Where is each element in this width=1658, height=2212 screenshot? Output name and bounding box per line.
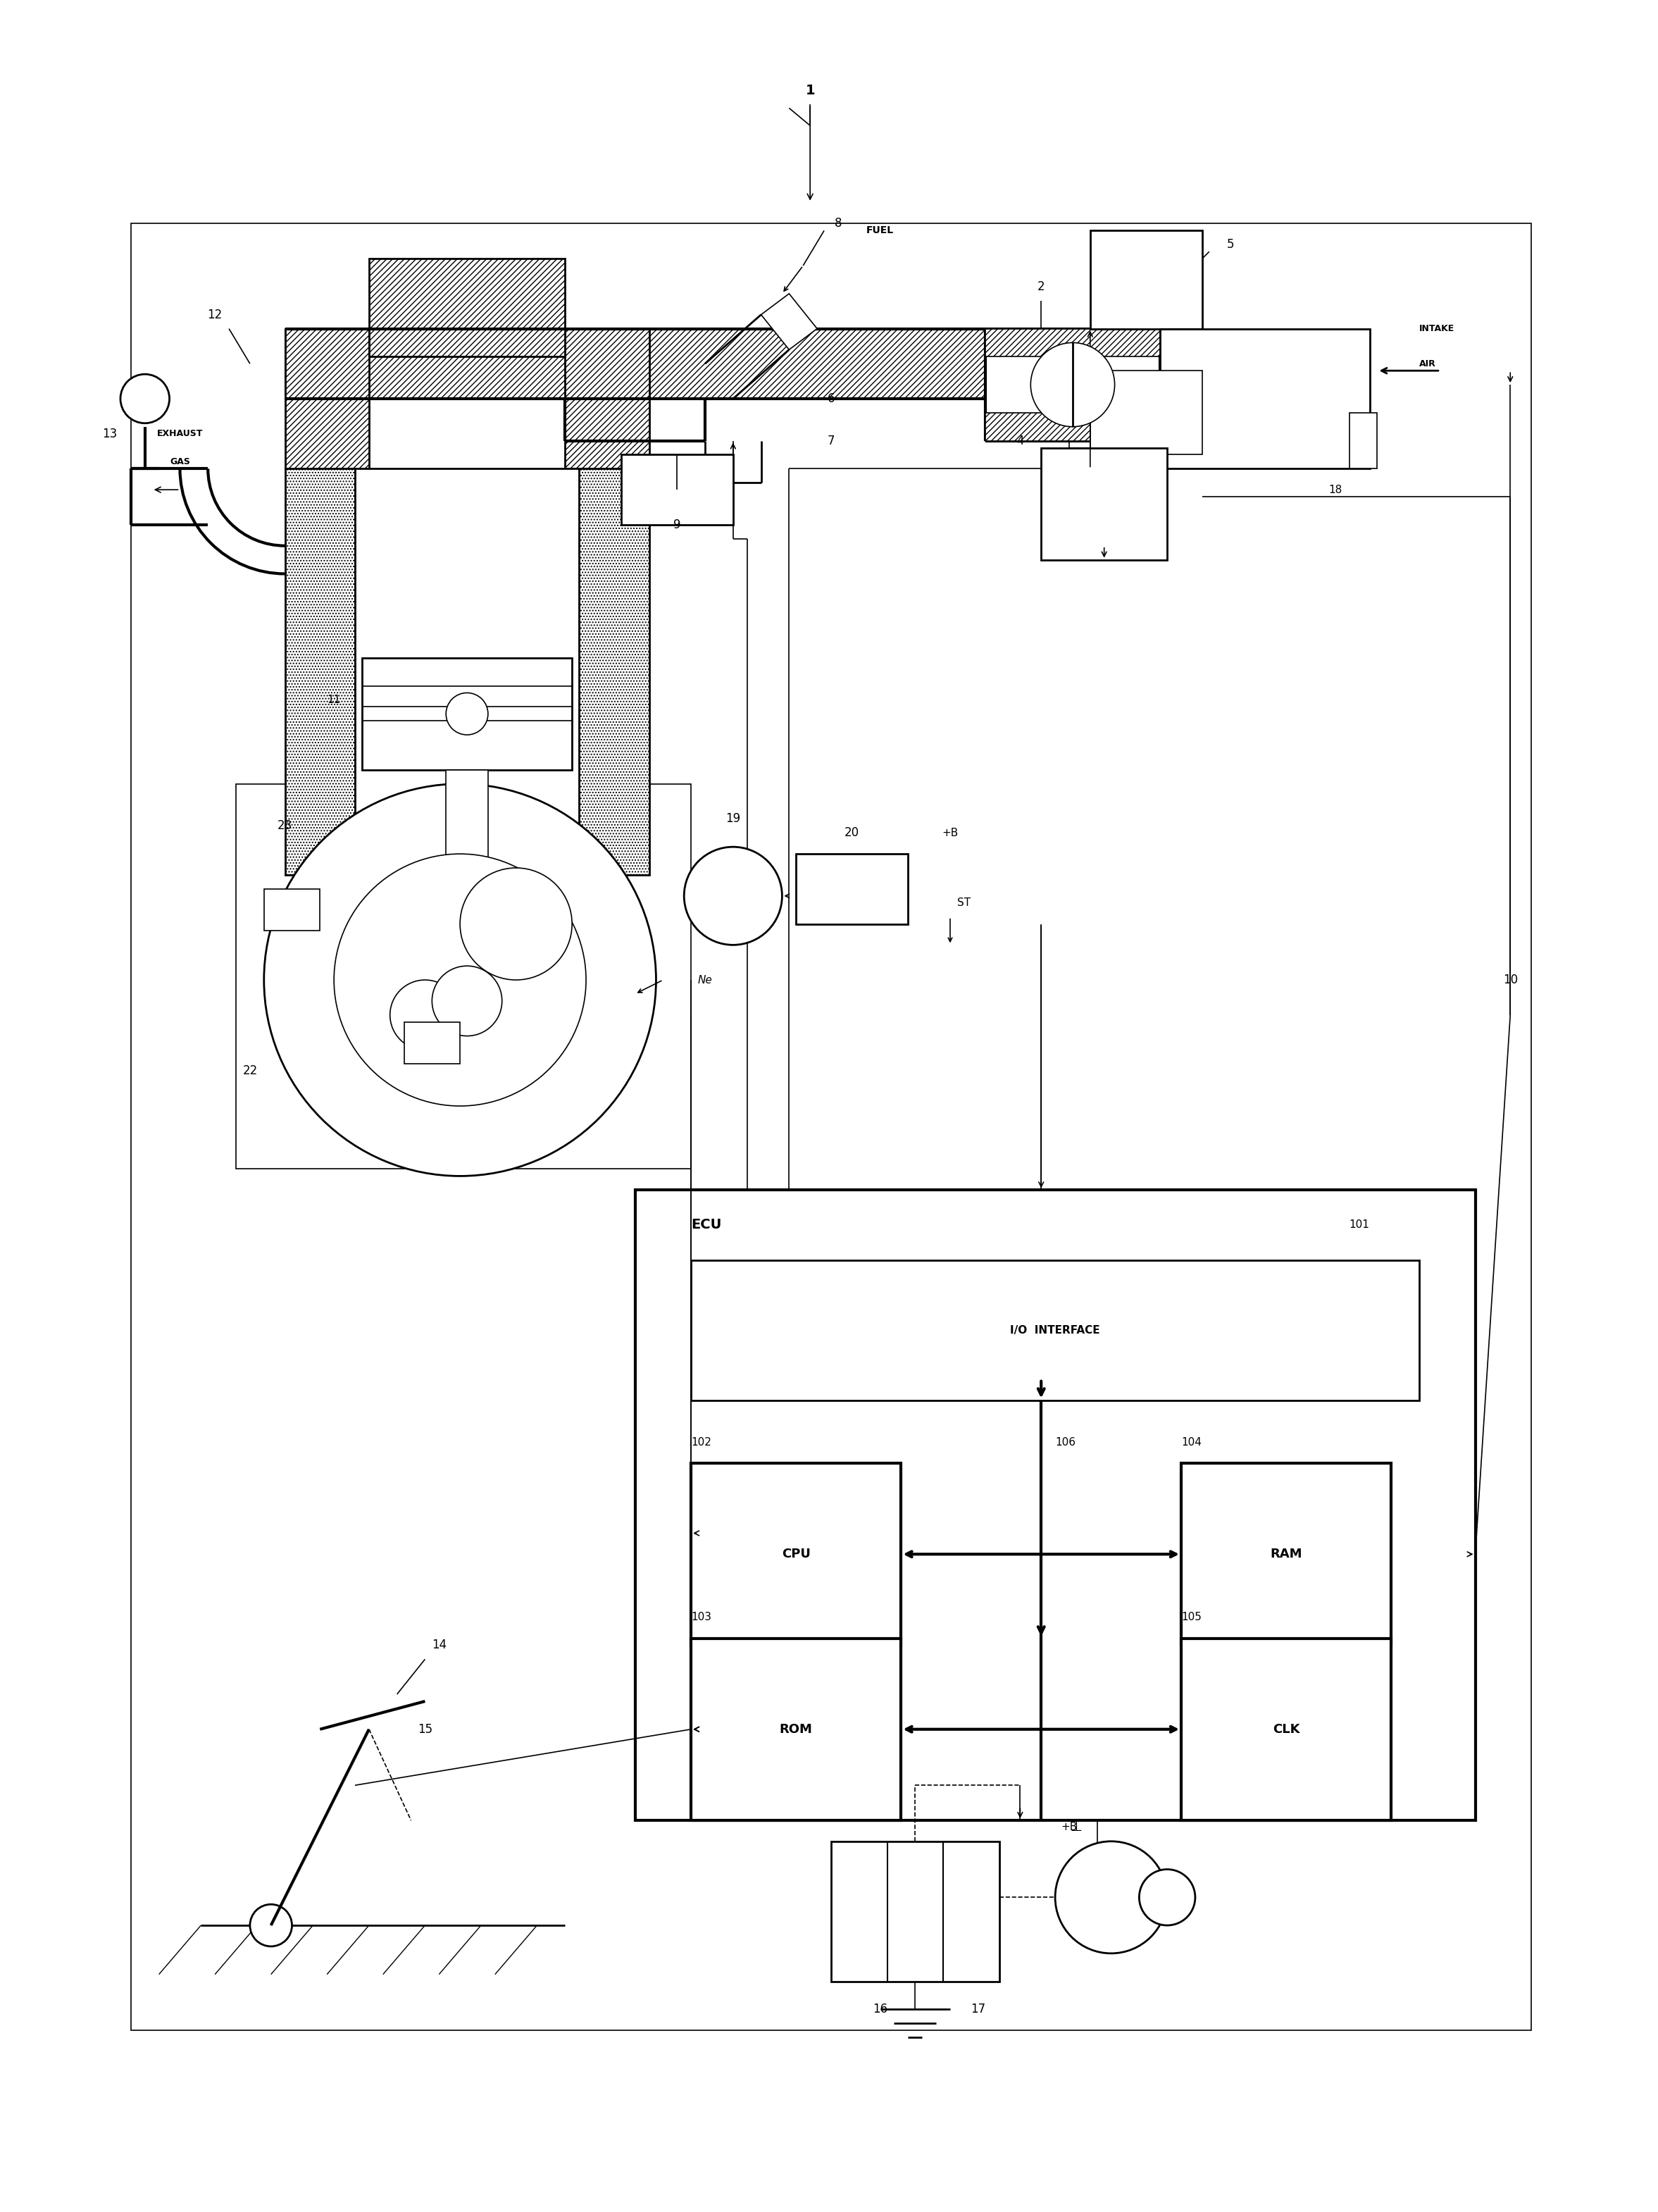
Text: 12: 12	[207, 307, 222, 321]
Text: GAS: GAS	[169, 458, 191, 467]
Text: +B: +B	[942, 827, 958, 838]
Bar	[131, 223, 1532, 2031]
Bar	[285, 330, 370, 469]
Text: 3: 3	[1129, 392, 1136, 405]
Text: 6: 6	[827, 392, 834, 405]
Text: ⊥: ⊥	[1069, 1820, 1083, 1834]
Text: 14: 14	[431, 1639, 446, 1652]
Bar	[361, 657, 572, 770]
Text: ECU: ECU	[691, 1219, 721, 1232]
Bar	[1180, 1462, 1391, 1646]
Text: 104: 104	[1180, 1438, 1202, 1447]
Text: EXHAUST: EXHAUST	[158, 429, 202, 438]
Circle shape	[1031, 343, 1114, 427]
Text: 7: 7	[827, 434, 834, 447]
Circle shape	[685, 847, 783, 945]
Bar	[1180, 1639, 1391, 1820]
Text: 8: 8	[834, 217, 842, 230]
Circle shape	[433, 967, 502, 1035]
Text: 20: 20	[844, 827, 859, 838]
Text: 18: 18	[1328, 484, 1341, 495]
Bar	[405, 973, 531, 1029]
Text: 11: 11	[327, 695, 342, 706]
Circle shape	[250, 1905, 292, 1947]
Bar	[985, 330, 1161, 356]
Text: I/O  INTERFACE: I/O INTERFACE	[1010, 1325, 1101, 1336]
Text: 19: 19	[726, 812, 741, 825]
Circle shape	[264, 783, 657, 1177]
Text: CLK: CLK	[1273, 1723, 1300, 1736]
Bar	[405, 1022, 459, 1064]
Bar	[1161, 330, 1370, 469]
Circle shape	[333, 854, 585, 1106]
Bar	[285, 469, 355, 876]
Bar	[355, 469, 579, 876]
Text: 17: 17	[970, 2004, 985, 2015]
Bar	[235, 783, 691, 1168]
Text: RAM: RAM	[1270, 1548, 1302, 1559]
Text: 105: 105	[1180, 1613, 1202, 1624]
Text: 1: 1	[806, 84, 814, 97]
Text: 13: 13	[103, 427, 118, 440]
Circle shape	[121, 374, 169, 422]
Text: 15: 15	[418, 1723, 433, 1736]
Bar	[370, 259, 565, 356]
Text: ST: ST	[957, 898, 972, 909]
Text: 5: 5	[1227, 239, 1234, 250]
Circle shape	[390, 980, 459, 1051]
Text: 16: 16	[872, 2004, 887, 2015]
Bar	[831, 1840, 1000, 1982]
Text: 102: 102	[691, 1438, 711, 1447]
Bar	[1091, 230, 1202, 330]
Bar	[622, 456, 733, 524]
Bar	[285, 330, 985, 398]
Bar	[446, 770, 487, 876]
Text: ROM: ROM	[779, 1723, 812, 1736]
Bar	[796, 854, 909, 925]
Text: 23: 23	[277, 818, 292, 832]
Polygon shape	[761, 294, 817, 349]
Bar	[264, 889, 320, 931]
Text: 22: 22	[242, 1064, 257, 1077]
Text: +B: +B	[1061, 1823, 1078, 1832]
Bar	[285, 330, 985, 398]
Text: 101: 101	[1350, 1219, 1370, 1230]
Text: INTAKE: INTAKE	[1419, 325, 1454, 334]
Text: 103: 103	[691, 1613, 711, 1624]
Text: 4: 4	[1016, 434, 1025, 447]
Text: 2: 2	[1038, 281, 1045, 292]
Bar	[1350, 414, 1378, 469]
Text: 9: 9	[673, 518, 681, 531]
Circle shape	[459, 867, 572, 980]
Text: AIR: AIR	[1419, 358, 1436, 367]
Text: Ne: Ne	[698, 975, 713, 984]
Circle shape	[446, 692, 487, 734]
Bar	[691, 1261, 1419, 1400]
Text: CPU: CPU	[781, 1548, 811, 1559]
Bar	[1091, 372, 1202, 456]
Circle shape	[1139, 1869, 1195, 1924]
Text: FUEL: FUEL	[867, 226, 894, 234]
Text: 106: 106	[1054, 1438, 1076, 1447]
Bar	[691, 1639, 900, 1820]
Bar	[1041, 447, 1167, 560]
Bar	[579, 469, 648, 876]
Bar	[691, 1462, 900, 1646]
Bar	[565, 330, 648, 469]
Bar	[635, 1190, 1476, 1820]
Bar	[985, 414, 1161, 440]
Text: 10: 10	[1502, 973, 1517, 987]
Circle shape	[1054, 1840, 1167, 1953]
Text: 21: 21	[418, 1031, 431, 1042]
